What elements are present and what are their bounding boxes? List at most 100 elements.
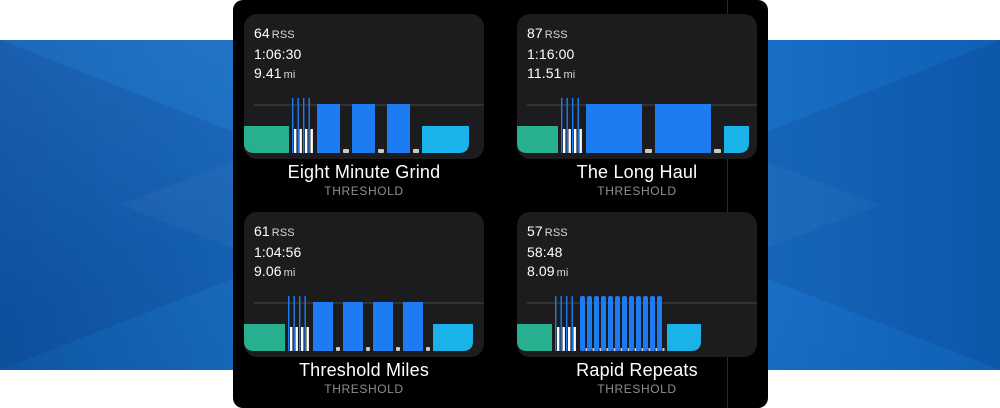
repeat-recovery xyxy=(655,348,658,351)
repeat-recovery xyxy=(627,348,630,351)
banner-chevron-pattern xyxy=(0,40,1000,370)
stride-marker xyxy=(577,98,579,153)
stride-recovery xyxy=(290,327,293,351)
recovery-interval xyxy=(336,347,340,351)
repeat-recovery xyxy=(613,348,616,351)
stride-marker xyxy=(303,98,305,153)
stride-recovery xyxy=(294,129,297,153)
work-interval xyxy=(317,104,340,153)
recovery-interval xyxy=(645,149,652,153)
rss-unit: RSS xyxy=(271,227,295,239)
workout-card-the-long-haul[interactable]: 87 RSS 1:16:00 11.51 mi xyxy=(517,14,757,159)
workout-card-threshold-miles[interactable]: 61 RSS 1:04:56 9.06 mi xyxy=(244,212,484,357)
distance-unit: mi xyxy=(283,267,296,279)
workout-type: THRESHOLD xyxy=(324,184,404,198)
cooldown-block xyxy=(667,324,701,351)
rss-stat: 87 RSS xyxy=(527,24,575,45)
duration-value: 1:04:56 xyxy=(254,244,302,260)
cooldown-block xyxy=(724,126,749,153)
stride-marker xyxy=(560,296,562,351)
duration-stat: 1:04:56 xyxy=(254,243,301,262)
repeat-interval xyxy=(615,296,620,351)
rss-value: 87 xyxy=(527,25,543,41)
rss-unit: RSS xyxy=(544,29,568,41)
workout-profile-chart xyxy=(244,98,484,153)
workout-card-rapid-repeats[interactable]: 57 RSS 58:48 8.09 mi xyxy=(517,212,757,357)
stride-marker xyxy=(304,296,306,351)
stride-marker xyxy=(288,296,290,351)
work-interval xyxy=(352,104,375,153)
rss-stat: 57 RSS xyxy=(527,222,568,243)
distance-unit: mi xyxy=(563,69,576,81)
repeat-interval xyxy=(650,296,655,351)
distance-value: 9.06 xyxy=(254,263,282,279)
stride-marker xyxy=(571,296,573,351)
workout-title[interactable]: Threshold Miles xyxy=(298,360,430,380)
recovery-interval xyxy=(343,149,349,153)
workout-stats: 61 RSS 1:04:56 9.06 mi xyxy=(254,222,301,283)
stride-marker xyxy=(308,98,310,153)
cooldown-block xyxy=(433,324,473,351)
distance-value: 11.51 xyxy=(527,65,562,81)
work-interval xyxy=(403,302,423,351)
stride-recovery xyxy=(306,327,309,351)
repeat-interval xyxy=(629,296,634,351)
distance-unit: mi xyxy=(556,267,569,279)
stride-marker xyxy=(292,98,294,153)
warmup-block xyxy=(517,126,558,153)
duration-value: 1:16:00 xyxy=(527,46,575,62)
repeat-interval xyxy=(608,296,613,351)
duration-stat: 58:48 xyxy=(527,243,568,262)
stride-recovery xyxy=(579,129,582,153)
repeat-recovery xyxy=(599,348,602,351)
workout-profile-chart xyxy=(517,98,757,153)
repeat-recovery xyxy=(648,348,651,351)
repeat-interval xyxy=(657,296,662,351)
recovery-interval xyxy=(366,347,370,351)
workout-profile-chart xyxy=(517,296,757,351)
screen-divider xyxy=(727,0,728,408)
stride-marker xyxy=(566,296,568,351)
rss-unit: RSS xyxy=(544,227,568,239)
rss-unit: RSS xyxy=(271,29,295,41)
stride-recovery xyxy=(310,129,313,153)
stride-recovery xyxy=(557,327,560,351)
workout-stats: 64 RSS 1:06:30 9.41 mi xyxy=(254,24,301,85)
repeat-interval xyxy=(587,296,592,351)
stride-recovery xyxy=(573,327,576,351)
warmup-block xyxy=(517,324,552,351)
rss-value: 61 xyxy=(254,223,270,239)
stride-marker xyxy=(555,296,557,351)
workout-card-eight-minute-grind[interactable]: 64 RSS 1:06:30 9.41 mi xyxy=(244,14,484,159)
workout-title[interactable]: Eight Minute Grind xyxy=(287,162,441,182)
distance-stat: 9.06 mi xyxy=(254,262,301,283)
rss-value: 57 xyxy=(527,223,543,239)
workout-type: THRESHOLD xyxy=(597,184,677,198)
workout-title[interactable]: The Long Haul xyxy=(576,162,698,182)
stride-recovery xyxy=(301,327,304,351)
workout-title[interactable]: Rapid Repeats xyxy=(576,360,698,380)
cooldown-block xyxy=(422,126,469,153)
stride-marker xyxy=(572,98,574,153)
recovery-interval xyxy=(378,149,384,153)
repeat-interval xyxy=(580,296,585,351)
stride-marker xyxy=(293,296,295,351)
repeat-recovery xyxy=(606,348,609,351)
stride-recovery xyxy=(568,129,571,153)
rss-stat: 64 RSS xyxy=(254,24,301,45)
stride-marker xyxy=(566,98,568,153)
distance-value: 8.09 xyxy=(527,263,555,279)
stride-recovery xyxy=(305,129,308,153)
stride-recovery xyxy=(574,129,577,153)
distance-stat: 9.41 mi xyxy=(254,64,301,85)
duration-stat: 1:16:00 xyxy=(527,45,575,64)
distance-value: 9.41 xyxy=(254,65,282,81)
rss-stat: 61 RSS xyxy=(254,222,301,243)
stride-recovery xyxy=(295,327,298,351)
stride-marker xyxy=(299,296,301,351)
stride-recovery xyxy=(568,327,571,351)
workout-stats: 87 RSS 1:16:00 11.51 mi xyxy=(527,24,575,85)
stride-recovery xyxy=(563,129,566,153)
repeat-interval xyxy=(636,296,641,351)
warmup-block xyxy=(244,324,285,351)
